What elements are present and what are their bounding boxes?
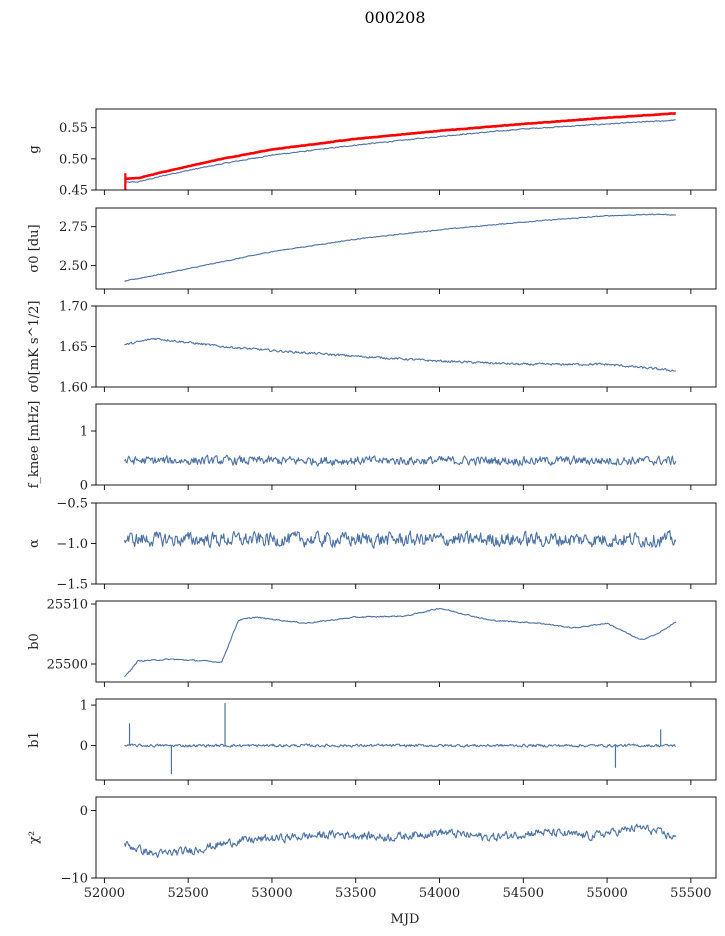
y-tick-label: 0 [80, 479, 88, 494]
series-line-main [123, 529, 677, 549]
series-group [123, 823, 677, 858]
y-axis-label: g [27, 145, 42, 153]
series-line-main [124, 743, 677, 748]
panel-fknee: 0 1 f_knee [mHz] [27, 401, 717, 494]
series-group [124, 703, 677, 774]
y-tick-label: 2.75 [59, 220, 88, 235]
x-tick-label: 54000 [419, 886, 460, 901]
series-group [124, 454, 677, 467]
x-tick-label: 54500 [503, 886, 544, 901]
panel-frame [95, 698, 717, 781]
y-tick-label: 0.55 [59, 121, 88, 136]
panel-frame [95, 600, 717, 683]
y-axis-label: σ0[mK s^1/2] [27, 301, 42, 393]
panel-frame [95, 796, 717, 879]
panel-frame [95, 403, 717, 486]
y-tick-label: −0.5 [56, 497, 88, 512]
x-tick-label: 53500 [335, 886, 376, 901]
series-group [124, 337, 676, 372]
panels-group: 0.45 0.50 0.55 g 2.50 2.75 σ0 [du] 1.60 1.65 1.70… [27, 108, 717, 901]
y-axis-label: α [27, 539, 42, 548]
panel-sigma0_mk: 1.60 1.65 1.70 σ0[mK s^1/2] [27, 300, 717, 396]
panel-b0: 25500 25510 b0 [27, 598, 717, 687]
y-tick-label: 0 [80, 739, 88, 754]
series-line-main [124, 213, 676, 282]
y-axis-label: σ0 [du] [27, 224, 42, 272]
series-group [124, 607, 677, 678]
series-group [124, 111, 677, 190]
y-axis-label: f_knee [mHz] [27, 401, 42, 489]
y-axis-label: b1 [27, 731, 42, 748]
y-tick-label: 1 [80, 699, 88, 714]
y-axis-label: χ² [27, 831, 42, 844]
y-tick-label: −10 [61, 872, 88, 887]
x-tick-label: 52500 [167, 886, 208, 901]
y-tick-label: 25500 [47, 658, 88, 673]
x-axis-label: MJD [391, 912, 420, 927]
panel-alpha: −1.5 −1.0 −0.5 α [27, 497, 717, 593]
panel-g: 0.45 0.50 0.55 g [27, 108, 717, 199]
y-tick-label: 25510 [47, 598, 88, 613]
series-line-main [124, 119, 676, 184]
panel-b1: 0 1 b1 [27, 698, 717, 785]
x-tick-label: 53000 [251, 886, 292, 901]
series-line-overlay [124, 111, 677, 181]
y-tick-label: 1.60 [59, 381, 88, 396]
x-tick-label: 55000 [586, 886, 627, 901]
y-tick-label: 1.65 [59, 340, 88, 355]
series-line-main [124, 337, 676, 372]
y-tick-label: 0.50 [59, 152, 88, 167]
y-tick-label: 2.50 [59, 259, 88, 274]
chart-title: 000208 [364, 8, 425, 27]
series-group [123, 529, 677, 549]
series-line-main [124, 607, 677, 678]
x-tick-label: 55500 [670, 886, 711, 901]
y-tick-label: 0 [80, 804, 88, 819]
panel-frame [95, 108, 717, 191]
y-tick-label: −1.0 [56, 537, 88, 552]
panel-sigma0_du: 2.50 2.75 σ0 [du] [27, 207, 717, 294]
x-tick-label: 52000 [84, 886, 125, 901]
y-axis-label: b0 [27, 633, 42, 650]
series-group [124, 213, 676, 282]
y-tick-label: 1 [80, 425, 88, 440]
y-tick-label: −1.5 [56, 578, 88, 593]
panel-frame [95, 207, 717, 290]
panel-frame [95, 305, 717, 388]
panel-chi2: −10 0 χ² 52000 52500 53000 53500 54000 54500 5500… [27, 796, 717, 901]
series-line-main [124, 454, 677, 467]
y-tick-label: 1.70 [59, 300, 88, 315]
y-tick-label: 0.45 [59, 184, 88, 199]
series-line-main [123, 823, 677, 858]
